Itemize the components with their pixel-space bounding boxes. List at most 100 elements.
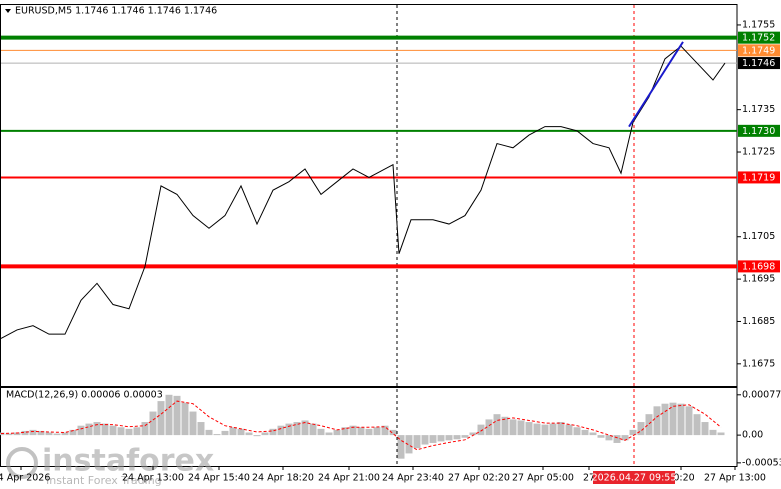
macd-bar [637,422,645,436]
macd-bar [213,434,221,436]
x-tick-label: 27 [583,473,595,484]
level-label: 1.1698 [742,261,775,272]
macd-bar [629,429,637,436]
level-label: 1.1752 [742,33,775,44]
y-tick-label: 1.1735 [742,104,775,115]
level-label-box [738,44,780,57]
watermark-tagline: Instant Forex Trading [46,474,162,487]
macd-bar [333,429,341,436]
macd-bar [717,432,725,436]
macd-bar [13,432,21,436]
watermark-brand: instaforex [42,444,214,479]
x-tick-label: 24 Apr 2026 [0,473,50,484]
macd-bar [245,432,253,436]
macd-bar [621,435,629,441]
macd-bar [573,427,581,436]
macd-bar [173,395,181,436]
macd-bar [645,414,653,436]
x-tick-label: 24 Apr 15:40 [188,473,250,484]
macd-bar [317,428,325,436]
macd-bar [29,429,37,436]
level-label-box [738,124,780,137]
watermark-logo [6,447,38,479]
y-tick-label: -0.00053 [742,457,781,468]
macd-bar [693,414,701,436]
macd-bar [429,435,437,443]
macd-bar [253,435,261,437]
macd-bar [77,425,85,436]
macd-bar [165,394,173,436]
level-label-box [738,57,780,70]
x-tick-label: 24 Apr 13:00 [122,473,184,484]
macd-bar [341,427,349,436]
macd-bar [661,403,669,436]
macd-bar [221,430,229,436]
y-tick-label: 1.1755 [742,19,775,30]
macd-bar [669,402,677,436]
macd-bar [101,423,109,436]
macd-bar [133,427,141,436]
macd-bar [261,432,269,436]
macd-bar [477,424,485,436]
macd-bar [485,419,493,436]
macd-bar [453,435,461,440]
macd-bar [437,435,445,442]
macd-bar [365,428,373,436]
level-label: 1.1746 [742,58,775,69]
macd-bar [397,435,405,459]
macd-bar [61,432,69,436]
macd-bar [117,427,125,436]
macd-bar [685,406,693,436]
macd-bar [533,423,541,436]
crosshair-label: 2026.04.27 09:55 [592,473,677,484]
macd-bar [53,433,61,436]
macd-bar [501,416,509,436]
x-tick-label: 10:20 [667,473,694,484]
x-tick-label: 24 Apr 23:40 [382,473,444,484]
menu-arrow [5,9,11,13]
macd-bar [557,422,565,436]
x-tick-label: 27 Apr 13:00 [704,473,766,484]
macd-bar [469,432,477,436]
macd-bar [509,419,517,436]
macd-bar [541,424,549,436]
macd-bar [149,411,157,436]
macd-bar [85,423,93,436]
macd-bar [325,432,333,436]
macd-bar [37,430,45,436]
macd-bar [525,422,533,436]
macd-title: MACD(12,26,9) 0.00006 0.00003 [6,390,163,401]
macd-bar [653,406,661,436]
macd-bar [405,435,413,454]
macd-bar [349,425,357,436]
x-tick-label: 24 Apr 18:20 [252,473,314,484]
macd-bar [389,429,397,436]
level-label-box [738,171,780,184]
y-tick-label: 0.00077 [742,389,781,400]
macd-bar [445,435,453,441]
macd-bar [141,422,149,436]
macd-bar [5,433,13,436]
level-label: 1.1730 [742,126,775,137]
level-label-box [738,31,780,44]
macd-bar [309,423,317,436]
macd-bar [357,427,365,436]
macd-bar [181,402,189,436]
trend-line [628,41,684,128]
watermark: instaforex Instant Forex Trading [6,444,214,487]
level-label: 1.1749 [742,45,775,56]
macd-bar [277,425,285,436]
macd-bar [229,427,237,436]
macd-bar [517,420,525,436]
macd-bar [237,428,245,436]
y-tick-label: 1.1685 [742,316,775,327]
macd-bar [597,435,605,438]
y-tick-label: 1.1675 [742,358,775,369]
macd-bar [549,423,557,436]
macd-bar [421,435,429,445]
macd-bar [45,432,53,436]
macd-bar [613,435,621,443]
macd-bar [493,414,501,436]
macd-bar [565,424,573,436]
